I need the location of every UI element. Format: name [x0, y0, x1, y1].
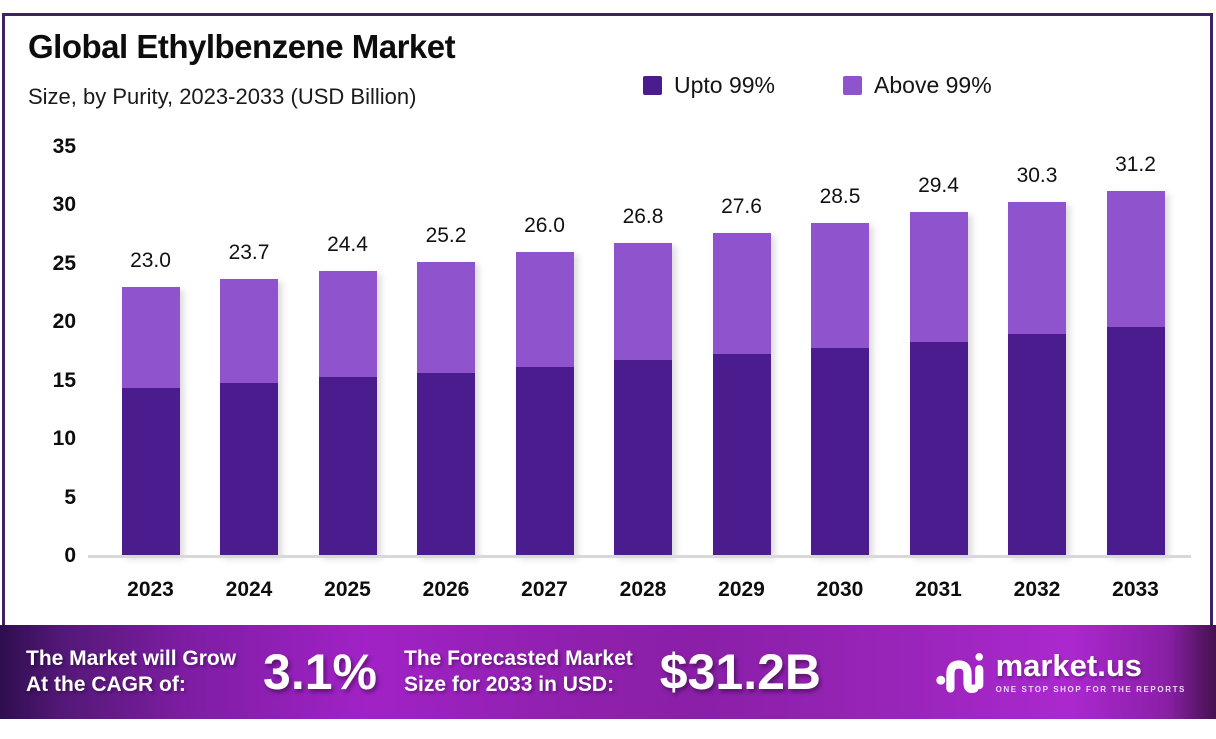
- bar-total-label-2032: 30.3: [1016, 163, 1058, 187]
- marketus-logo-name: market.us: [995, 648, 1143, 683]
- bar-segment-upto99-2026: [417, 372, 475, 556]
- bar-2033: [1106, 191, 1165, 556]
- bar-total-label-2029: 27.6: [721, 195, 762, 219]
- forecast-label: The Forecasted Market Size for 2033 in U…: [404, 646, 633, 697]
- bar-total-label-2026: 25.2: [425, 223, 467, 247]
- bar-segment-above99-2032: [1008, 201, 1066, 334]
- bar-2025: [318, 270, 377, 556]
- bar-2032: [1008, 201, 1066, 556]
- bar-total-label-2033: 31.2: [1115, 153, 1156, 177]
- bar-segment-above99-2028: [614, 242, 672, 360]
- bar-total-label-2027: 26.0: [524, 214, 565, 238]
- x-axis-label-2032: 2032: [1013, 578, 1061, 601]
- y-axis-tick-10: 10: [52, 427, 76, 451]
- bar-segment-above99-2031: [909, 212, 968, 343]
- bar-segment-upto99-2031: [909, 342, 968, 556]
- bar-segment-upto99-2030: [811, 347, 869, 556]
- bottom-banner: The Market will Grow At the CAGR of: 3.1…: [0, 625, 1216, 719]
- bar-total-label-2025: 24.4: [327, 232, 368, 256]
- x-axis-label-2028: 2028: [619, 578, 667, 601]
- y-axis-tick-35: 35: [52, 135, 76, 158]
- page-subtitle: Size, by Purity, 2023-2033 (USD Billion): [28, 84, 417, 109]
- cagr-label-line1: The Market will Grow: [26, 647, 237, 671]
- bar-segment-upto99-2024: [220, 383, 278, 556]
- forecast-label-line1: The Forecasted Market: [404, 647, 633, 671]
- bar-segment-above99-2026: [417, 261, 475, 373]
- bar-segment-upto99-2029: [712, 353, 771, 556]
- marketus-logo-icon: [935, 653, 983, 693]
- bar-2027: [515, 252, 574, 556]
- y-axis-tick-5: 5: [64, 485, 76, 509]
- x-axis-label-2027: 2027: [521, 578, 568, 601]
- bar-segment-above99-2025: [318, 270, 377, 378]
- x-axis-line: [88, 555, 1191, 558]
- bar-segment-upto99-2028: [614, 359, 672, 556]
- x-axis-label-2023: 2023: [127, 578, 174, 601]
- marketus-logo-text-block: market.us ONE STOP SHOP FOR THE REPORTS: [996, 650, 1186, 694]
- legend-entry-above99: Above 99%: [843, 72, 992, 99]
- bar-segment-upto99-2023: [121, 387, 180, 556]
- bar-2023: [121, 287, 180, 556]
- bar-total-label-2023: 23.0: [130, 249, 171, 273]
- x-axis-label-2024: 2024: [225, 578, 273, 601]
- bar-segment-above99-2029: [712, 233, 771, 354]
- bar-segment-above99-2030: [811, 222, 869, 348]
- bar-total-label-2028: 26.8: [622, 204, 664, 228]
- x-axis-label-2031: 2031: [915, 578, 962, 601]
- y-axis-tick-0: 0: [64, 544, 76, 567]
- bar-2029: [712, 233, 771, 556]
- legend-entry-upto99: Upto 99%: [643, 72, 775, 99]
- marketus-logo: market.us ONE STOP SHOP FOR THE REPORTS: [935, 646, 1186, 698]
- bar-2028: [614, 242, 672, 556]
- bar-2024: [220, 279, 278, 556]
- bar-segment-above99-2033: [1106, 191, 1165, 327]
- x-axis-label-2026: 2026: [422, 578, 470, 601]
- bar-segment-above99-2024: [220, 279, 278, 384]
- legend-label-upto99: Upto 99%: [674, 72, 776, 98]
- forecast-value: $31.2B: [659, 644, 821, 700]
- page-title: Global Ethylbenzene Market: [28, 28, 456, 65]
- forecast-label-line2: Size for 2033 in USD:: [404, 673, 615, 696]
- bar-segment-upto99-2033: [1106, 326, 1165, 556]
- y-axis-tick-30: 30: [52, 193, 76, 217]
- chart-legend: Upto 99% Above 99%: [643, 72, 992, 99]
- cagr-value: 3.1%: [263, 644, 378, 700]
- bar-2026: [417, 261, 475, 556]
- y-axis-tick-15: 15: [52, 368, 76, 392]
- bar-segment-upto99-2027: [515, 366, 574, 556]
- legend-swatch-upto99: [643, 76, 662, 95]
- x-axis-label-2033: 2033: [1112, 578, 1159, 601]
- x-axis-label-2030: 2030: [816, 578, 864, 601]
- bar-total-label-2030: 28.5: [819, 184, 861, 208]
- bar-segment-upto99-2025: [318, 377, 377, 556]
- bar-2031: [909, 212, 968, 556]
- bar-2030: [811, 222, 869, 556]
- legend-label-above99: Above 99%: [874, 72, 992, 98]
- x-axis-label-2025: 2025: [324, 578, 371, 601]
- cagr-label-line2: At the CAGR of:: [26, 673, 186, 696]
- x-axis-label-2029: 2029: [718, 578, 765, 601]
- bar-segment-upto99-2032: [1008, 333, 1066, 556]
- legend-swatch-above99: [843, 76, 863, 95]
- bar-total-label-2024: 23.7: [228, 241, 270, 265]
- bar-segment-above99-2023: [121, 287, 180, 388]
- bar-segment-above99-2027: [515, 252, 574, 367]
- cagr-label: The Market will Grow At the CAGR of:: [26, 646, 236, 697]
- y-axis-tick-20: 20: [52, 310, 76, 334]
- bar-total-label-2031: 29.4: [918, 174, 959, 198]
- marketus-logo-tagline: ONE STOP SHOP FOR THE REPORTS: [995, 685, 1186, 694]
- y-axis-tick-25: 25: [52, 251, 76, 275]
